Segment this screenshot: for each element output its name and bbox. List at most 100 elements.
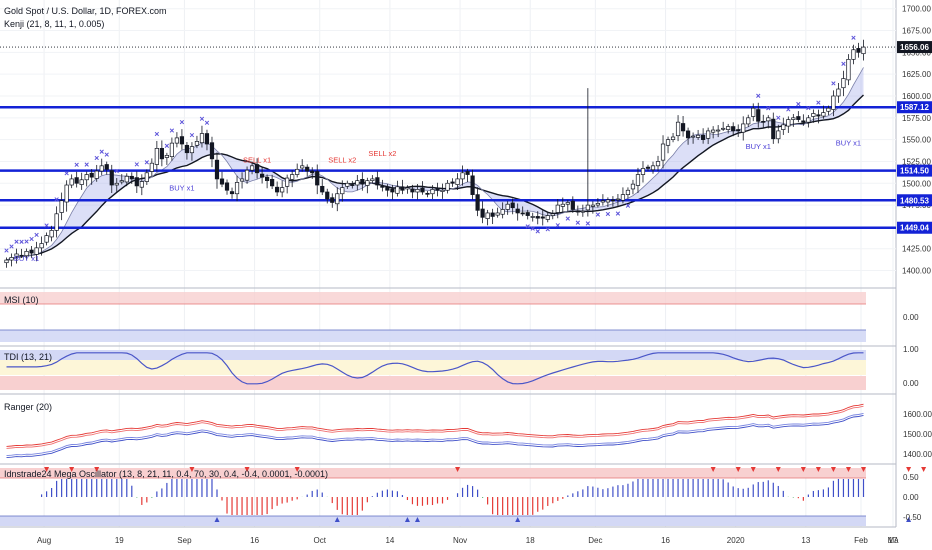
- candle-body: [485, 212, 490, 219]
- candle-body: [64, 184, 69, 203]
- candle-body: [776, 130, 781, 140]
- candle-body: [385, 186, 390, 191]
- candle-body: [19, 254, 24, 257]
- signal-cross: [756, 93, 761, 98]
- candle-body: [159, 148, 164, 160]
- candle-body: [249, 165, 255, 171]
- x-tick-label: Nov: [453, 536, 467, 545]
- candle-body: [275, 186, 280, 193]
- candle-body: [295, 168, 300, 175]
- tdi-title: TDI (13, 21): [4, 352, 52, 362]
- candle-body: [290, 174, 295, 180]
- candle-body: [325, 191, 330, 200]
- candle-body: [14, 253, 19, 257]
- signal-cross: [585, 221, 591, 226]
- candle-body: [851, 49, 856, 60]
- candle-body: [640, 168, 646, 175]
- signal-cross: [19, 239, 24, 244]
- level-tag: [897, 101, 932, 114]
- y-tick-label: 1600.00: [902, 92, 931, 101]
- candle-body: [430, 189, 435, 195]
- candle-body: [550, 213, 555, 216]
- price-pane[interactable]: SELL x1 SELL x2 SELL x2 BUY x1 BUY x1 BUY x1 B…: [0, 5, 932, 268]
- ma-cloud: [6, 67, 864, 261]
- signal-cross: [144, 160, 149, 165]
- candle-body: [766, 117, 771, 122]
- signal-cross: [74, 162, 79, 167]
- candle-body: [655, 161, 661, 167]
- candle-body: [821, 112, 826, 117]
- level-tag-label: 1514.50: [900, 167, 929, 176]
- signal-cross: [535, 229, 540, 234]
- tdi-bottom-band: [0, 376, 866, 390]
- candle-body: [179, 136, 185, 145]
- candle-body: [89, 172, 94, 178]
- candle-body: [39, 243, 44, 249]
- sell-signal-label: SELL x2: [368, 149, 396, 158]
- candle-body: [786, 119, 791, 127]
- candle-body: [500, 209, 505, 215]
- candle-body: [320, 185, 325, 193]
- osc-bottom-band: [0, 516, 866, 526]
- candle-body: [520, 212, 525, 215]
- candle-body: [9, 257, 14, 261]
- osc-sell-marker: [294, 467, 300, 472]
- level-tag-label: 1480.53: [900, 196, 929, 205]
- candle-body: [675, 121, 681, 137]
- candle-body: [510, 202, 515, 209]
- candle-body: [811, 113, 816, 117]
- signal-cross: [84, 162, 89, 167]
- indicator-tick: 1500.00: [903, 430, 932, 439]
- buy-signal-label: BUY x1: [836, 139, 861, 148]
- candle-body: [259, 173, 265, 178]
- candle-body: [405, 187, 410, 190]
- candle-body: [806, 117, 811, 123]
- indicator-tick: 1400.00: [903, 450, 932, 459]
- level-tag: [897, 194, 932, 207]
- candle-body: [345, 182, 350, 187]
- signal-cross: [766, 106, 771, 111]
- signal-cross: [806, 105, 811, 111]
- candle-body: [515, 208, 520, 214]
- osc-sell-marker: [750, 467, 756, 472]
- signal-cross: [595, 212, 601, 217]
- candle-body: [540, 216, 545, 219]
- candle-body: [595, 202, 600, 206]
- osc-buy-marker: [404, 517, 410, 522]
- candle-body: [44, 235, 49, 243]
- candle-body: [861, 46, 866, 55]
- candle-body: [139, 181, 144, 188]
- candle-body: [330, 197, 335, 203]
- candle-body: [680, 123, 686, 132]
- candle-body: [490, 212, 495, 217]
- candle-body: [475, 194, 480, 211]
- candle-body: [4, 259, 9, 264]
- candle-body: [751, 107, 756, 117]
- candle-body: [285, 177, 290, 187]
- candle-body: [545, 215, 550, 220]
- y-tick-label: 1675.00: [902, 27, 931, 36]
- tdi-line: [6, 352, 864, 385]
- candle-body: [615, 198, 621, 201]
- osc-sell-marker: [860, 467, 866, 472]
- candle-body: [706, 130, 711, 139]
- indicator-tick: 0.00: [903, 493, 919, 502]
- indicator-panes[interactable]: MSI (10) TDI (13, 21) Ranger (20) Idnstrade…: [4, 295, 927, 522]
- buy-signal-label: BUY x1: [746, 142, 771, 151]
- candle-body: [355, 180, 360, 186]
- candle-body: [34, 247, 39, 255]
- y-tick-label: 1700.00: [902, 5, 931, 14]
- candle-body: [390, 188, 395, 193]
- candle-body: [801, 120, 806, 123]
- y-tick-label: 1400.00: [902, 267, 931, 276]
- candle-body: [565, 202, 570, 205]
- indicator-tick: -0.50: [903, 513, 922, 522]
- x-tick-label: Feb: [854, 536, 868, 545]
- buy-signal-label: BUY x1: [14, 254, 39, 263]
- last-price-tag: [897, 41, 932, 54]
- candle-body: [590, 204, 595, 207]
- signal-cross: [204, 120, 210, 125]
- x-tick-label: 19: [115, 536, 124, 545]
- candle-body: [365, 180, 370, 186]
